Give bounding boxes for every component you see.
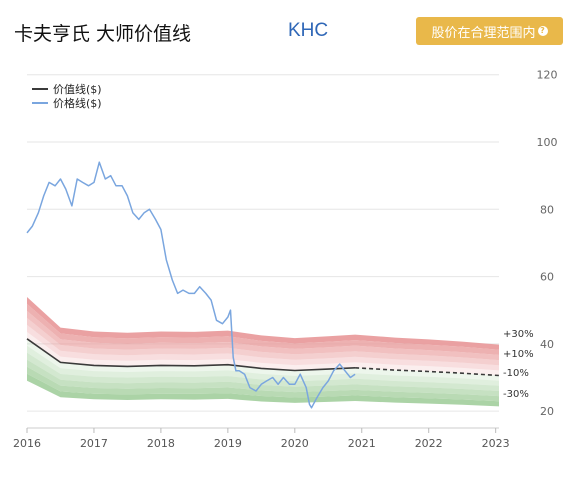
overvalued-band-5 (27, 331, 499, 376)
band-label-plus10pct: +10% (503, 349, 534, 360)
help-icon[interactable]: ? (537, 26, 548, 36)
y-tick-label-80: 80 (540, 203, 554, 216)
y-tick-label-40: 40 (540, 338, 554, 351)
undervalued-band-25 (27, 366, 499, 402)
undervalued-band-15 (27, 352, 499, 391)
x-axis: 2016 2017 2018 2019 2020 2021 2022 2023 (13, 427, 510, 450)
price-line (26, 161, 356, 409)
undervalued-band-30 (27, 373, 499, 407)
valuation-bands (27, 297, 499, 407)
band-label-minus10pct: -10% (503, 368, 529, 379)
overvalued-band-20 (27, 310, 499, 361)
overvalued-band-30 (27, 297, 499, 350)
x-tick-label-2016: 2016 (13, 437, 41, 450)
y-axis: 20 40 60 80 100 120 (537, 69, 558, 418)
band-label-minus30pct: -30% (503, 389, 529, 400)
y-tick-label-120: 120 (537, 69, 558, 82)
ticker-symbol: KHC (288, 20, 329, 41)
valuation-status-label: 股价在合理范围内 (431, 25, 536, 41)
page-title: 卡夫亨氏 大师价值线 (14, 23, 192, 45)
x-tick-label-2018: 2018 (147, 437, 175, 450)
overvalued-band-15 (27, 317, 499, 366)
y-tick-label-60: 60 (540, 271, 554, 284)
legend-label-0: 价值线($) (53, 82, 102, 96)
x-tick-label-2019: 2019 (214, 437, 242, 450)
overvalued-band-25 (27, 303, 499, 355)
overvalued-band-10 (27, 324, 499, 371)
value-line (26, 338, 356, 372)
band-label-plus30pct: +30% (503, 329, 534, 340)
x-tick-label-2021: 2021 (348, 437, 376, 450)
y-tick-label-100: 100 (537, 136, 558, 149)
undervalued-band-20 (27, 359, 499, 397)
series-lines (26, 161, 500, 409)
x-tick-label-2022: 2022 (415, 437, 443, 450)
undervalued-band-10 (27, 345, 499, 386)
undervalued-band-5 (27, 338, 499, 381)
band-labels: +30% +10% -10% -30% (503, 329, 534, 400)
x-tick-label-2023: 2023 (482, 437, 510, 450)
x-tick-label-2017: 2017 (80, 437, 108, 450)
legend: 价值线($)价格线($) (32, 82, 102, 110)
y-tick-label-20: 20 (540, 405, 554, 418)
value-line-projection (355, 367, 500, 377)
x-tick-label-2020: 2020 (281, 437, 309, 450)
valuation-status-button[interactable]: 股价在合理范围内 ? (416, 17, 563, 45)
legend-label-1: 价格线($) (53, 96, 102, 110)
